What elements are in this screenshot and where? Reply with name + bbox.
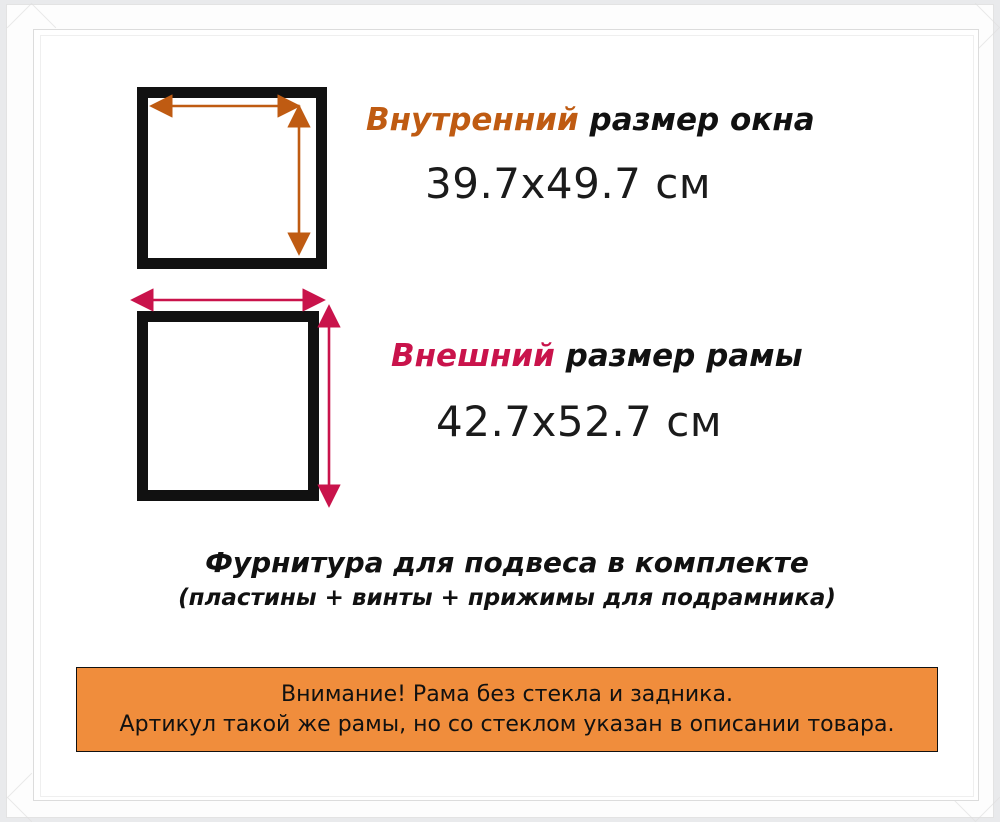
warning-banner: Внимание! Рама без стекла и задника. Арт…	[76, 667, 938, 752]
outer-frame-diagram	[137, 311, 319, 501]
warning-banner-line2: Артикул такой же рамы, но со стеклом ука…	[119, 711, 895, 737]
inner-size-value: 39.7х49.7 см	[425, 159, 712, 208]
outer-size-heading: Внешний размер рамы	[391, 341, 803, 372]
inner-size-heading-rest: размер окна	[578, 102, 815, 138]
inner-window-diagram	[137, 87, 327, 269]
hardware-note-line1: Фурнитура для подвеса в комплекте	[205, 546, 809, 579]
hardware-note-line2: (пластины + винты + прижимы для подрамни…	[178, 585, 836, 611]
picture-frame-outer-border: Внутренний размер окна 39.7х49.7 см Внеш…	[6, 2, 1000, 822]
outer-size-heading-accent: Внешний	[391, 338, 555, 374]
inner-size-heading: Внутренний размер окна	[366, 105, 815, 136]
outer-size-value: 42.7х52.7 см	[436, 397, 723, 446]
inner-size-heading-accent: Внутренний	[366, 102, 579, 138]
warning-banner-line1: Внимание! Рама без стекла и задника.	[281, 681, 733, 707]
outer-size-heading-rest: размер рамы	[554, 338, 803, 374]
info-canvas: Внутренний размер окна 39.7х49.7 см Внеш…	[40, 35, 974, 797]
